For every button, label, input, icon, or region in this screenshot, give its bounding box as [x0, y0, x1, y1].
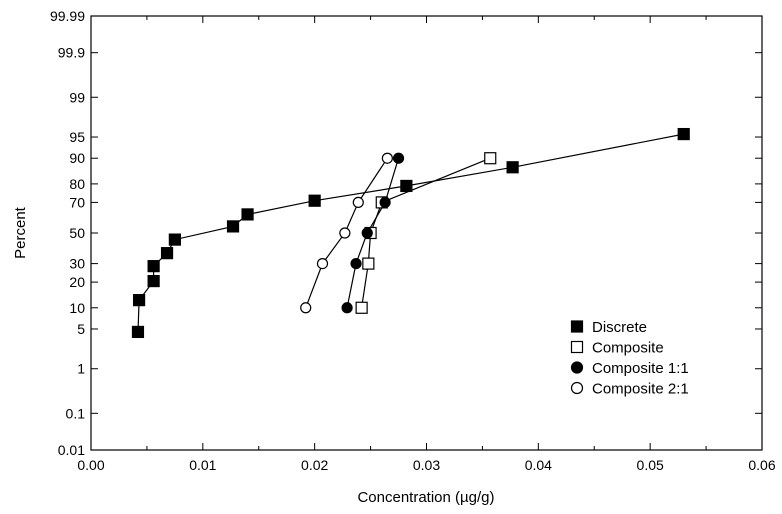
x-tick-label: 0.00 — [77, 457, 104, 473]
x-tick-label: 0.03 — [413, 457, 440, 473]
x-tick-label: 0.04 — [525, 457, 552, 473]
data-point-composite-1-1 — [392, 152, 405, 164]
y-tick-label: 99 — [69, 89, 85, 105]
x-tick-label: 0.01 — [189, 457, 216, 473]
series-line-composite — [361, 157, 491, 308]
data-point-discrete — [131, 325, 145, 339]
y-tick-label: 50 — [69, 225, 85, 241]
y-tick-label: 80 — [69, 176, 85, 192]
data-point-discrete — [308, 194, 321, 207]
y-tick-label: 70 — [69, 194, 85, 210]
y-tick-label: 90 — [69, 150, 85, 166]
series-discrete — [131, 127, 690, 339]
data-point-composite-2-1 — [339, 227, 351, 239]
data-point-composite-1-1 — [350, 257, 362, 270]
data-point-composite-2-1 — [352, 196, 364, 209]
data-point-composite-1-1 — [379, 196, 391, 209]
data-point-discrete — [226, 220, 240, 233]
data-point-composite — [484, 152, 497, 165]
x-axis-title: Concentration (µg/g) — [357, 489, 494, 506]
legend-marker-composite — [570, 340, 584, 354]
y-tick-label: 0.1 — [66, 405, 86, 421]
data-point-composite-1-1 — [361, 227, 373, 239]
legend-marker-composite-2-1 — [570, 381, 584, 395]
data-point-discrete — [400, 179, 413, 193]
legend-label-composite: Composite — [592, 340, 664, 357]
data-point-composite-2-1 — [381, 152, 393, 164]
series-composite — [355, 152, 497, 314]
y-tick-label: 10 — [69, 300, 85, 316]
data-point-composite — [355, 301, 368, 314]
data-point-composite-2-1 — [316, 257, 329, 270]
legend-label-composite-1-1: Composite 1:1 — [592, 360, 689, 377]
data-point-discrete — [160, 247, 174, 260]
y-tick-label: 20 — [69, 274, 85, 290]
data-point-discrete — [132, 294, 146, 307]
legend-marker-discrete — [570, 320, 584, 333]
x-tick-label: 0.05 — [637, 457, 664, 473]
x-tick-label: 0.02 — [301, 457, 328, 473]
legend-label-discrete: Discrete — [592, 319, 647, 336]
y-tick-label: 5 — [77, 321, 85, 337]
legend-marker-composite-1-1 — [570, 361, 584, 374]
plot-frame — [90, 15, 763, 451]
data-point-discrete — [677, 127, 690, 141]
data-point-composite — [362, 257, 375, 270]
data-series — [131, 127, 690, 339]
series-composite-1-1 — [341, 152, 405, 314]
data-point-composite-1-1 — [341, 302, 353, 314]
data-point-discrete — [506, 161, 519, 174]
series-line-discrete — [137, 133, 684, 332]
legend-label-composite-2-1: Composite 2:1 — [592, 381, 689, 398]
data-point-discrete — [147, 260, 160, 273]
data-point-discrete — [241, 208, 254, 221]
tick-labels: 0.00 0.01 0.02 0.03 0.04 0.05 0.060.010.115102… — [50, 8, 776, 473]
y-tick-label: 1 — [77, 361, 85, 377]
data-point-composite-2-1 — [300, 302, 312, 314]
legend: Discrete Composite Composite 1:1 Composite … — [570, 319, 689, 398]
y-axis-title: Percent — [12, 206, 29, 259]
x-tick-label: 0.06 — [748, 457, 775, 473]
data-point-discrete — [147, 274, 160, 288]
y-tick-label: 95 — [69, 129, 85, 145]
y-tick-label: 30 — [69, 256, 85, 272]
y-tick-label: 99.9 — [58, 45, 85, 61]
y-tick-label: 99.99 — [50, 8, 85, 24]
series-composite-2-1 — [300, 152, 393, 314]
data-point-discrete — [168, 233, 181, 246]
y-tick-label: 0.01 — [58, 442, 85, 458]
